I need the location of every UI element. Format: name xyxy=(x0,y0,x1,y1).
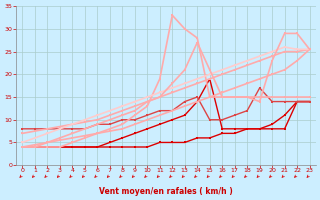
X-axis label: Vent moyen/en rafales ( km/h ): Vent moyen/en rafales ( km/h ) xyxy=(99,187,233,196)
